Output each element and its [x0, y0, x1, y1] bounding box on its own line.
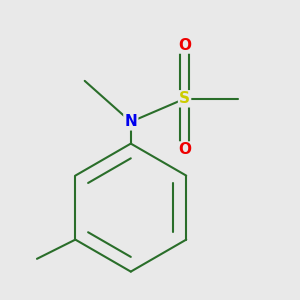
Text: N: N: [124, 114, 137, 129]
Text: S: S: [179, 91, 190, 106]
Text: O: O: [178, 38, 191, 52]
Text: O: O: [178, 142, 191, 158]
